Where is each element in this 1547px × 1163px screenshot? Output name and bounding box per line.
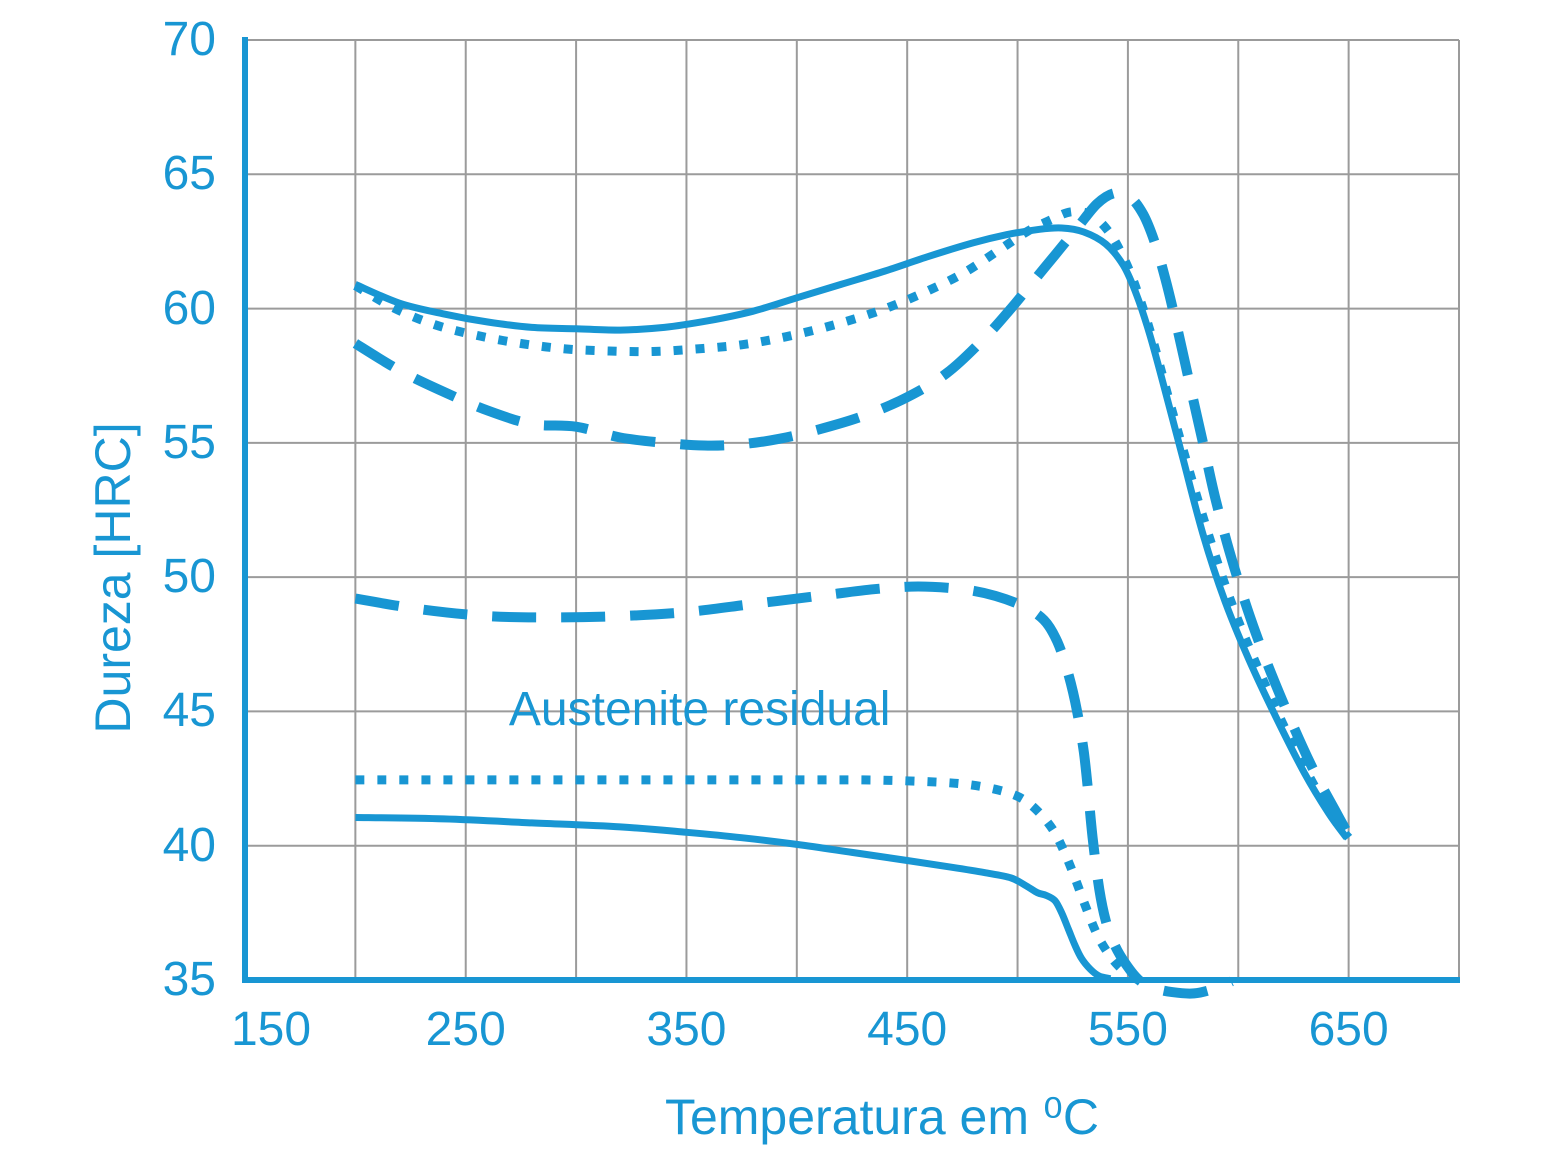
curve-austenite-dotted [355, 775, 1141, 985]
y-tick-label: 45 [162, 684, 216, 738]
x-axis-title: Temperatura em ⁰C [664, 1089, 1100, 1145]
curve-austenite-dashed [354, 581, 1234, 999]
y-tick-label: 55 [162, 415, 216, 469]
x-tick-label: 650 [1308, 1003, 1389, 1056]
x-tick-label: 450 [867, 1003, 948, 1056]
x-tick-label: 550 [1087, 1003, 1168, 1056]
x-tick-label: 350 [646, 1003, 727, 1056]
y-tick-label: 60 [162, 281, 216, 335]
y-tick-label: 70 [162, 13, 216, 66]
y-tick-label: 50 [162, 550, 216, 604]
axes [242, 37, 1460, 983]
curve-hardness-dashed [352, 187, 1354, 838]
x-tick-label: 250 [425, 1003, 506, 1056]
y-tick-label: 35 [162, 953, 216, 1006]
annotation-austenite-residual: Austenite residual [508, 683, 891, 737]
y-tick-label: 40 [162, 818, 216, 872]
curve-austenite-solid [355, 814, 1112, 983]
x-tick-label: 150 [230, 1003, 312, 1056]
y-tick-label: 65 [162, 147, 216, 201]
